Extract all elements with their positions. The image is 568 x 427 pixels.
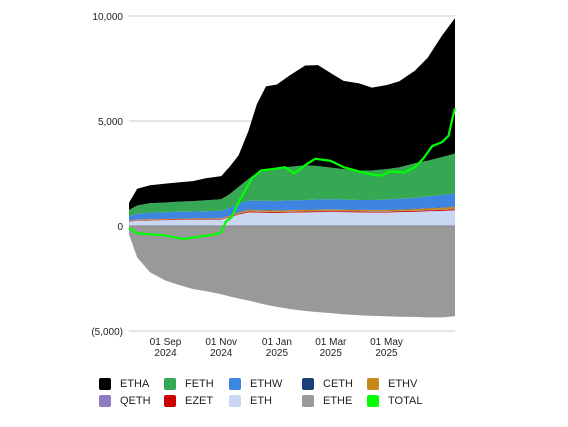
- series-ezet-area: [129, 209, 455, 222]
- y-tick-label: (5,000): [91, 327, 123, 338]
- x-tick-label: 01 Mar: [315, 337, 347, 348]
- series-feth-area: [129, 153, 455, 217]
- series-ceth-area: [129, 206, 455, 221]
- series-etha-area: [129, 18, 455, 211]
- series-eth-area: [129, 210, 455, 226]
- series-total-line: [128, 108, 457, 241]
- x-tick-year: 2025: [266, 348, 289, 359]
- y-tick-label: 0: [117, 222, 123, 233]
- x-tick-label: 01 Nov: [205, 337, 237, 348]
- x-tick-label: 01 Jan: [262, 337, 292, 348]
- series-ethv-area: [129, 206, 455, 222]
- x-tick-year: 2024: [210, 348, 233, 359]
- series-qeth-area: [129, 208, 455, 222]
- y-tick-label: 5,000: [98, 117, 123, 128]
- x-tick-label: 01 May: [370, 337, 403, 348]
- y-tick-label: 10,000: [92, 12, 123, 23]
- x-tick-year: 2025: [320, 348, 343, 359]
- series-ethw-area: [129, 193, 455, 221]
- x-tick-year: 2025: [375, 348, 398, 359]
- x-tick-year: 2024: [154, 348, 177, 359]
- x-tick-label: 01 Sep: [150, 337, 182, 348]
- series-ethe-area: [129, 226, 455, 318]
